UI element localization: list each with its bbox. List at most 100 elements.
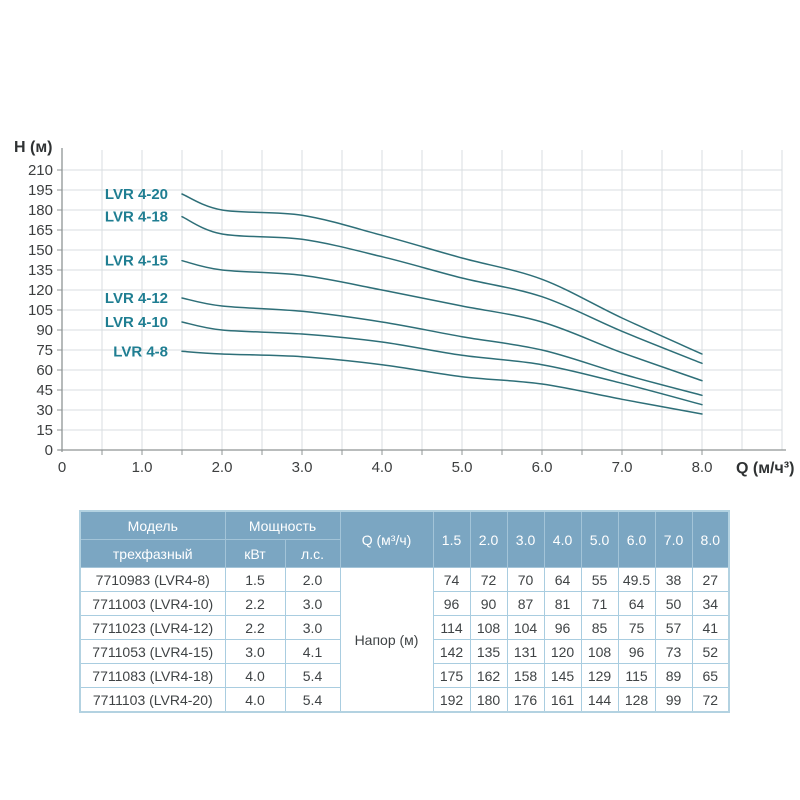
table-row: 7710983 (LVR4-8) 1.5 2.0 Напор (м) 74 72… [79,567,730,713]
x-tick-label: 0 [58,459,66,476]
col-header-q-4: 4.0 [543,510,582,568]
x-axis-title: Q (м/ч³) [736,460,794,477]
head-value-cell: 128 [617,687,656,713]
head-value-cell: 108 [580,639,619,664]
head-value-cell: 115 [617,663,656,688]
head-value-cell: 72 [469,567,508,592]
hp-cell: 3.0 [284,591,341,616]
head-value-cell: 34 [691,591,730,616]
kw-cell: 2.2 [224,615,286,640]
head-value-cell: 75 [617,615,656,640]
head-value-cell: 41 [691,615,730,640]
x-tick-label: 8.0 [692,459,713,476]
pump-curves-chart: 0 15 30 45 60 75 90 105 120 135 150 165 180 195 210 0 1.… [14,139,794,477]
curve-lvr-4-18 [181,215,703,365]
col-header-q-1: 1.5 [432,510,471,568]
kw-cell: 1.5 [224,567,286,592]
x-tick-label: 6.0 [532,459,553,476]
x-tick-label: 3.0 [292,459,313,476]
y-tick-label: 45 [36,382,53,399]
col-header-model: Модель [79,510,226,540]
model-cell: 7711053 (LVR4-15) [79,639,226,664]
hp-cell: 5.4 [284,663,341,688]
table-row: 7711053 (LVR4-15) 3.0 4.1 142 135 131 12… [79,639,730,664]
kw-cell: 4.0 [224,687,286,713]
hp-cell: 2.0 [284,567,341,592]
head-value-cell: 27 [691,567,730,592]
curve-lvr-4-15 [181,259,703,382]
kw-cell: 2.2 [224,591,286,616]
head-value-cell: 142 [432,639,471,664]
head-value-cell: 38 [654,567,693,592]
curve-lvr-4-10 [181,321,703,406]
curve-label-lvr-4-8: LVR 4-8 [113,343,168,360]
x-tick-label: 7.0 [612,459,633,476]
x-tick-label: 1.0 [132,459,153,476]
y-tick-label: 120 [28,282,53,299]
y-tick-label: 90 [36,322,53,339]
head-value-cell: 50 [654,591,693,616]
x-tick-label: 5.0 [452,459,473,476]
head-value-cell: 120 [543,639,582,664]
head-value-cell: 108 [469,615,508,640]
napor-merged-cell: Напор (м) [339,567,434,713]
col-header-hp: л.с. [284,539,341,568]
col-header-q-8: 8.0 [691,510,730,568]
head-value-cell: 104 [506,615,545,640]
head-value-cell: 89 [654,663,693,688]
curve-lvr-4-8 [181,350,703,415]
head-value-cell: 74 [432,567,471,592]
head-value-cell: 71 [580,591,619,616]
table-row: 7711103 (LVR4-20) 4.0 5.4 192 180 176 16… [79,687,730,713]
model-cell: 7711103 (LVR4-20) [79,687,226,713]
head-value-cell: 158 [506,663,545,688]
hp-cell: 4.1 [284,639,341,664]
model-cell: 7711023 (LVR4-12) [79,615,226,640]
model-cell: 7711083 (LVR4-18) [79,663,226,688]
head-value-cell: 85 [580,615,619,640]
curve-lvr-4-12 [181,297,703,397]
head-value-cell: 49.5 [617,567,656,592]
table-row: 7711003 (LVR4-10) 2.2 3.0 96 90 87 81 71… [79,591,730,616]
y-tick-label: 15 [36,422,53,439]
head-value-cell: 135 [469,639,508,664]
head-value-cell: 96 [543,615,582,640]
table-row: 7711083 (LVR4-18) 4.0 5.4 175 162 158 14… [79,663,730,688]
y-tick-label: 165 [28,222,53,239]
y-tick-label: 195 [28,182,53,199]
x-tick-label: 4.0 [372,459,393,476]
head-value-cell: 90 [469,591,508,616]
col-header-q-7: 7.0 [654,510,693,568]
hp-cell: 5.4 [284,687,341,713]
head-value-cell: 114 [432,615,471,640]
curve-label-lvr-4-20: LVR 4-20 [105,186,168,203]
head-value-cell: 57 [654,615,693,640]
head-value-cell: 144 [580,687,619,713]
head-value-cell: 81 [543,591,582,616]
kw-cell: 3.0 [224,639,286,664]
head-value-cell: 180 [469,687,508,713]
head-value-cell: 145 [543,663,582,688]
col-header-q-6: 6.0 [617,510,656,568]
head-value-cell: 73 [654,639,693,664]
col-header-model-sub: трехфазный [79,539,226,568]
y-tick-label: 180 [28,202,53,219]
head-value-cell: 55 [580,567,619,592]
model-cell: 7711003 (LVR4-10) [79,591,226,616]
head-value-cell: 161 [543,687,582,713]
col-header-q-5: 5.0 [580,510,619,568]
curve-label-lvr-4-18: LVR 4-18 [105,209,168,226]
head-value-cell: 52 [691,639,730,664]
head-value-cell: 131 [506,639,545,664]
y-axis-title: H (м) [14,139,53,156]
curve-label-lvr-4-10: LVR 4-10 [105,314,168,331]
y-tick-label: 60 [36,362,53,379]
y-tick-label: 150 [28,242,53,259]
curve-label-lvr-4-15: LVR 4-15 [105,253,168,270]
kw-cell: 4.0 [224,663,286,688]
head-value-cell: 176 [506,687,545,713]
y-tick-label: 210 [28,162,53,179]
spec-table: Модель Мощность Q (м³/ч) 1.5 2.0 3.0 4.0… [79,510,731,713]
y-tick-label: 105 [28,302,53,319]
